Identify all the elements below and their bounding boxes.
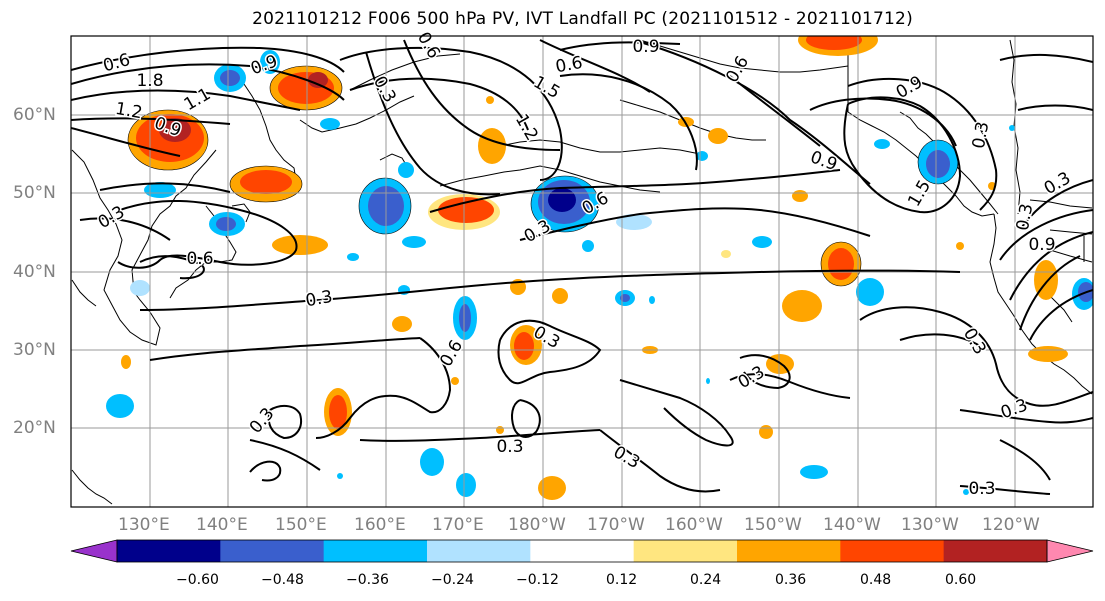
lon-label: 140°E <box>196 515 248 535</box>
lon-label: 130°W <box>901 515 959 535</box>
contour-label: 0.3 <box>968 479 995 499</box>
colorbar-tick-label: 0.60 <box>945 572 977 588</box>
lat-label: 50°N <box>13 183 56 203</box>
colorbar-tick-label: −0.24 <box>431 572 474 588</box>
colorbar-tick-label: −0.60 <box>176 572 219 588</box>
lon-label: 150°E <box>275 515 327 535</box>
contour-label: 1.2 <box>114 99 144 123</box>
colorbar-tick-label: −0.48 <box>261 572 304 588</box>
colorbar-max-extend <box>1046 539 1094 563</box>
contour-label: 0.6 <box>186 249 213 269</box>
colorbar-segment <box>633 540 738 562</box>
contour-label: 0.3 <box>969 120 993 150</box>
colorbar-min-extend <box>70 539 118 563</box>
contour-label: 0.3 <box>1013 202 1037 232</box>
colorbar <box>70 539 1094 563</box>
contour-label: 0.3 <box>496 437 523 457</box>
colorbar-segment <box>737 540 841 562</box>
lon-label: 130°E <box>118 515 170 535</box>
lat-label: 40°N <box>13 262 56 282</box>
lon-label: 170°W <box>587 515 645 535</box>
colorbar-segment <box>323 540 428 562</box>
lon-label: 180°W <box>508 515 566 535</box>
lon-label: 160°E <box>354 515 406 535</box>
lon-label: 170°E <box>432 515 484 535</box>
colorbar-tick-label: 0.24 <box>690 572 722 588</box>
contour-label: 1.8 <box>136 71 163 91</box>
colorbar-tick-label: −0.12 <box>516 572 559 588</box>
anomaly-edges <box>127 65 959 287</box>
map-title: 2021101212 F006 500 hPa PV, IVT Landfall… <box>252 9 913 29</box>
map-frame <box>70 35 1094 508</box>
ivt-contours <box>71 39 1093 495</box>
colorbar-segment <box>530 540 635 562</box>
colorbar-tick-label: 0.48 <box>860 572 892 588</box>
lat-label: 30°N <box>13 340 56 360</box>
lon-label: 120°W <box>982 515 1040 535</box>
colorbar-tick-label: 0.36 <box>775 572 807 588</box>
colorbar-segment <box>840 540 945 562</box>
colorbar-segment <box>220 540 325 562</box>
lon-label: 160°W <box>665 515 723 535</box>
lon-label: 150°W <box>744 515 802 535</box>
colorbar-tick-label: −0.36 <box>346 572 389 588</box>
colorbar-segment <box>117 540 221 562</box>
lat-label: 20°N <box>13 418 56 438</box>
colorbar-segment <box>943 540 1048 562</box>
negative-anomalies <box>106 50 1093 497</box>
contour-label: 0.9 <box>1028 235 1055 255</box>
colorbar-segment <box>427 540 531 562</box>
contour-label: 0.9 <box>632 37 659 57</box>
lon-label: 140°W <box>823 515 881 535</box>
lat-label: 60°N <box>13 105 56 125</box>
colorbar-tick-label: 0.12 <box>606 572 638 588</box>
